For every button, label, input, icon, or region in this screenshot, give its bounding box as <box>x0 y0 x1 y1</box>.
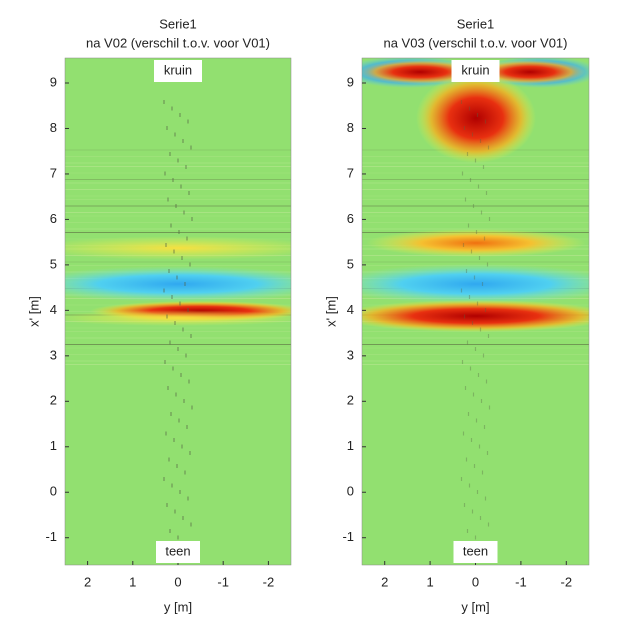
heatmap-panel: -1 0 1 2 3 4 5 6 7 8 9 2 1 0 -1 -2 Serie1 na V03 (verschi… <box>323 16 590 614</box>
y-tick-label: 5 <box>347 256 354 271</box>
annotation: teen <box>165 543 190 558</box>
y-tick-label: 9 <box>50 74 57 89</box>
annotation: kruin <box>164 62 192 77</box>
y-tick-label: -1 <box>342 529 354 544</box>
chart-title: Serie1 <box>457 16 495 31</box>
y-tick-label: 2 <box>347 393 354 408</box>
heatmap <box>362 58 589 565</box>
y-tick-label: 7 <box>50 165 57 180</box>
y-tick-label: 2 <box>50 393 57 408</box>
y-tick-label: 6 <box>50 211 57 226</box>
x-tick-label: 1 <box>129 574 136 589</box>
y-tick-label: 9 <box>347 74 354 89</box>
y-tick-label: 3 <box>347 347 354 362</box>
x-tick-label: -1 <box>217 574 229 589</box>
x-tick-label: 1 <box>426 574 433 589</box>
annotation-box <box>451 60 500 82</box>
y-tick-label: 1 <box>347 438 354 453</box>
x-tick-label: 0 <box>472 574 479 589</box>
y-tick-label: 5 <box>50 256 57 271</box>
heatmap-blob <box>362 300 589 332</box>
y-axis-label: x' [m] <box>26 296 41 327</box>
x-tick-label: -2 <box>263 574 275 589</box>
x-tick-label: -1 <box>515 574 527 589</box>
heatmap-blob <box>65 266 291 302</box>
chart-title: Serie1 <box>159 16 197 31</box>
y-tick-label: -1 <box>45 529 57 544</box>
heatmap-blob <box>65 310 291 326</box>
x-axis-label: y [m] <box>461 599 489 614</box>
x-tick-label: 0 <box>174 574 181 589</box>
x-axis-label: y [m] <box>164 599 192 614</box>
x-tick-label: -2 <box>561 574 573 589</box>
y-tick-label: 1 <box>50 438 57 453</box>
annotation-box <box>156 541 200 563</box>
annotation: kruin <box>461 62 489 77</box>
y-tick-label: 8 <box>50 120 57 135</box>
y-tick-label: 7 <box>347 165 354 180</box>
y-tick-label: 4 <box>347 302 354 317</box>
y-tick-label: 4 <box>50 302 57 317</box>
x-tick-label: 2 <box>381 574 388 589</box>
y-axis-label: x' [m] <box>323 296 338 327</box>
y-tick-label: 8 <box>347 120 354 135</box>
annotation-box <box>453 541 498 563</box>
y-tick-label: 3 <box>50 347 57 362</box>
y-tick-label: 0 <box>347 484 354 499</box>
y-tick-label: 0 <box>50 484 57 499</box>
chart-subtitle: na V03 (verschil t.o.v. voor V01) <box>383 35 567 50</box>
heatmap-blob <box>65 236 291 260</box>
heatmap <box>65 58 291 565</box>
heatmap-blob <box>416 73 536 163</box>
x-tick-label: 2 <box>84 574 91 589</box>
chart-subtitle: na V02 (verschil t.o.v. voor V01) <box>86 35 270 50</box>
heatmap-blob <box>366 229 586 257</box>
heatmap-blob <box>362 264 589 304</box>
heatmap-panel: -1 0 1 2 3 4 5 6 7 8 9 2 1 0 -1 -2 Serie1 na V02 (verschi… <box>26 16 292 614</box>
annotation-box <box>154 60 202 82</box>
annotation: teen <box>463 543 488 558</box>
y-tick-label: 6 <box>347 211 354 226</box>
